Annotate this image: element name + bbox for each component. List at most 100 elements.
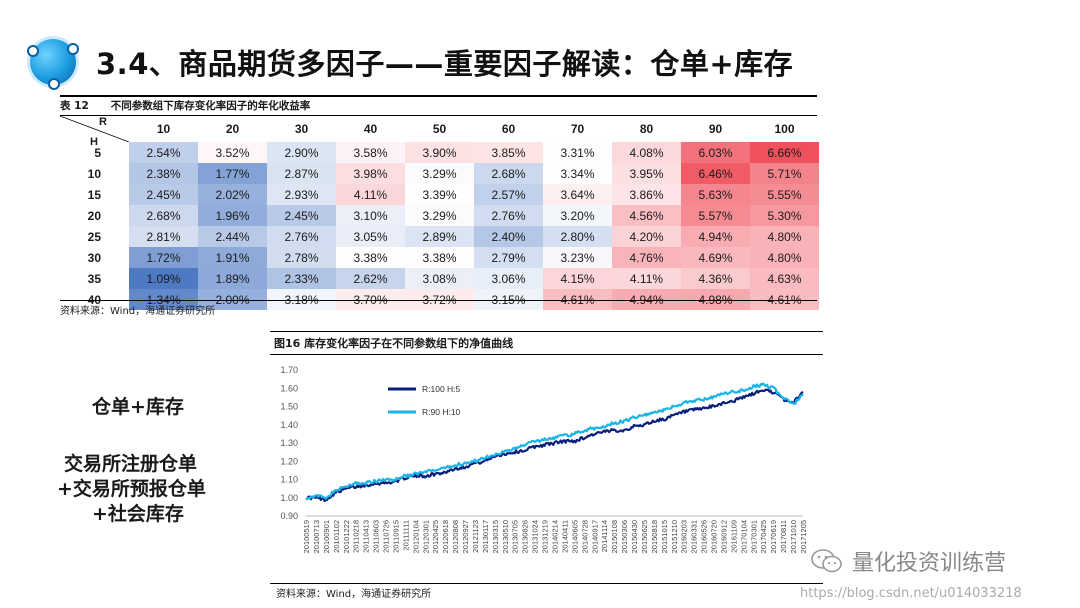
x-tick-label: 20160203 [680,520,689,553]
x-tick-label: 20120104 [411,520,420,553]
return-cell: 3.95% [612,163,681,184]
return-cell: 5.63% [681,184,750,205]
return-cell: 4.76% [612,247,681,268]
return-cell: 3.34% [543,163,612,184]
return-cell: 2.68% [129,205,198,226]
return-cell: 3.72% [405,289,474,310]
slide-header: 3.4、商品期货多因子——重要因子解读：仓单+库存 [27,36,794,90]
return-cell: 3.86% [612,184,681,205]
return-cell: 4.80% [750,226,819,247]
x-tick-label: 20111111 [401,520,410,551]
return-cell: 1.77% [198,163,267,184]
return-cell: 2.62% [336,268,405,289]
column-header: 100 [774,122,795,136]
x-tick-label: 20170619 [769,520,778,553]
column-header: 90 [708,122,723,136]
return-cell: 3.58% [336,142,405,163]
corner-diagonal [60,116,129,142]
return-cell: 5.57% [681,205,750,226]
corner-h-label: H [90,136,98,148]
x-tick-label: 20171205 [799,520,808,553]
return-cell: 3.05% [336,226,405,247]
return-cell: 2.76% [474,205,543,226]
return-cell: 3.90% [405,142,474,163]
x-tick-label: 20120927 [461,520,470,553]
column-header: 20 [225,122,240,136]
x-tick-label: 20110218 [352,520,361,553]
return-cell: 3.64% [543,184,612,205]
y-tick-label: 1.70 [280,365,298,375]
side-heading: 仓单+库存 [92,396,184,418]
x-tick-label: 20110603 [372,520,381,553]
x-tick-label: 20110915 [391,520,400,553]
row-header: 10 [87,166,101,181]
x-tick-label: 20140728 [580,520,589,553]
return-cell: 3.85% [474,142,543,163]
table-label: 表 12 [60,100,89,112]
x-tick-label: 20110726 [382,520,391,553]
x-tick-label: 20160331 [690,520,699,553]
return-cell: 2.78% [267,247,336,268]
x-tick-label: 20170104 [739,520,748,553]
slide-title: 3.4、商品期货多因子——重要因子解读：仓单+库存 [96,47,794,81]
return-cell: 3.08% [405,268,474,289]
return-cell: 3.39% [405,184,474,205]
return-cell: 5.71% [750,163,819,184]
return-cell: 4.69% [681,247,750,268]
return-cell: 5.55% [750,184,819,205]
y-tick-label: 1.10 [280,475,298,485]
return-cell: 2.44% [198,226,267,247]
x-tick-label: 20170425 [759,520,768,553]
series-line [305,388,804,503]
x-tick-label: 20101222 [342,520,351,553]
return-cell: 3.10% [336,205,405,226]
x-tick-label: 20170301 [749,520,758,553]
return-cell: 4.56% [612,205,681,226]
table-row: 30 1.72% 1.91% 2.78% 3.38% 3.38% 2.79% 3.23% 4.7… [60,247,819,268]
corner-r-label: R [99,116,107,128]
x-tick-label: 20140214 [551,520,560,553]
x-tick-label: 20120425 [431,520,440,553]
return-cell: 1.09% [129,268,198,289]
globe-logo-icon [27,39,79,90]
row-header: 40 [87,292,101,307]
row-header: 5 [94,145,101,160]
x-tick-label: 20130705 [511,520,520,553]
return-cell: 2.40% [474,226,543,247]
chart-source: 资料来源：Wind，海通证券研究所 [276,589,432,600]
return-cell: 3.29% [405,163,474,184]
table-corner-cell: R H [60,116,129,148]
column-header: 80 [639,122,654,136]
table-bottom-rule [60,300,817,301]
x-tick-label: 20140605 [570,520,579,553]
return-cell: 2.00% [198,289,267,310]
return-cell: 4.20% [612,226,681,247]
table-row: 25 2.81% 2.44% 2.76% 3.05% 2.89% 2.40% 2.80% 4.2… [60,226,819,247]
row-header: 15 [87,187,101,202]
return-cell: 2.89% [405,226,474,247]
y-tick-label: 1.60 [280,383,298,393]
x-tick-label: 20150108 [610,520,619,553]
return-cell: 4.98% [681,289,750,310]
y-tick-label: 1.30 [280,438,298,448]
return-cell: 3.06% [474,268,543,289]
side-line-social-inventory: +社会库存 [92,503,184,525]
return-cell: 2.33% [267,268,336,289]
column-header: 60 [501,122,516,136]
column-header: 50 [432,122,447,136]
side-line-forecast-receipts: +交易所预报仓单 [57,478,206,500]
row-header: 30 [87,250,101,265]
return-cell: 4.61% [750,289,819,310]
table-source: 资料来源：Wind，海通证券研究所 [60,306,216,317]
return-cell: 2.79% [474,247,543,268]
return-cell: 3.20% [543,205,612,226]
chart-bottom-rule [270,583,823,584]
return-cell: 3.23% [543,247,612,268]
x-tick-label: 20171010 [789,520,798,553]
return-cell: 3.52% [198,142,267,163]
y-tick-label: 1.00 [280,493,298,503]
return-cell: 2.02% [198,184,267,205]
return-cell: 3.29% [405,205,474,226]
return-cell: 2.38% [129,163,198,184]
row-header: 20 [87,208,101,223]
